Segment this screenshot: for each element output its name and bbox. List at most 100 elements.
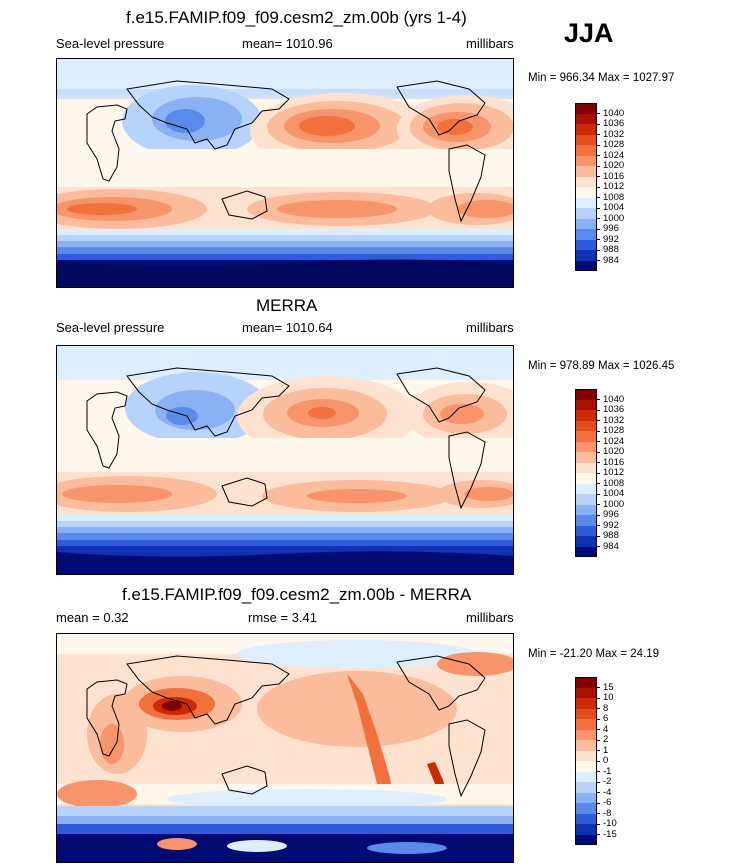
colorbar-tick: [597, 708, 600, 709]
colorbar-label: 1008: [603, 477, 625, 489]
colorbar-label: 1036: [603, 404, 625, 415]
panel-minmax-obs: Min = 978.89 Max = 1026.45: [528, 360, 675, 372]
colorbar-tick: [597, 228, 600, 230]
colorbar-tick: [597, 729, 600, 730]
colorbar-label: -10: [603, 818, 617, 829]
colorbar-tick: [597, 525, 600, 526]
colorbar-label: 1040: [603, 107, 625, 119]
colorbar-label: 10: [603, 692, 614, 703]
colorbar-label: 1012: [603, 467, 625, 478]
colorbar-label: 984: [603, 540, 619, 552]
colorbar-tick: [597, 123, 600, 125]
colorbar-label: 992: [603, 233, 619, 245]
colorbar-tick: [597, 239, 600, 240]
colorbar-tick: [597, 546, 600, 547]
map-model: [56, 58, 514, 288]
colorbar-tick: [597, 472, 600, 474]
colorbar-label: 996: [603, 509, 619, 520]
colorbar-label: 1008: [603, 191, 625, 203]
colorbar-tick: [597, 430, 600, 432]
colorbar-tick: [597, 165, 600, 167]
colorbar-tick: [597, 687, 600, 688]
colorbar-label: 1020: [603, 446, 625, 457]
colorbar-tick: [597, 176, 600, 177]
colorbar-tick: [597, 739, 600, 741]
colorbar-label: -6: [603, 797, 612, 808]
colorbar-label: 984: [603, 254, 619, 266]
colorbar-label: -15: [603, 828, 617, 840]
colorbar-tick: [597, 186, 600, 188]
colorbar-tick: [597, 113, 600, 114]
colorbar-tick: [597, 260, 600, 261]
colorbar-label: 1000: [603, 498, 625, 510]
panel-minmax-diff: Min = -21.20 Max = 24.19: [528, 648, 660, 660]
colorbar-tick: [597, 134, 600, 135]
colorbar-label: -1: [603, 765, 612, 777]
colorbar-tick: [597, 483, 600, 484]
colorbar-label: 1032: [603, 414, 625, 426]
panel-units-diff: millibars: [466, 610, 514, 625]
panel-variable-model: Sea-level pressure: [56, 36, 165, 51]
colorbar-tick: [597, 834, 600, 835]
colorbar-label: 1004: [603, 488, 625, 499]
panel-variable-obs: Sea-level pressure: [56, 320, 165, 335]
colorbar-frame: [575, 389, 597, 557]
colorbar-tick: [597, 420, 600, 421]
panel-mean-diff: mean = 0.32: [56, 610, 129, 625]
colorbar-label: 1024: [603, 435, 625, 447]
colorbar-label: 988: [603, 244, 619, 255]
colorbar-tick: [597, 802, 600, 804]
colorbar-label: -8: [603, 807, 612, 819]
map-model-svg: [57, 59, 513, 287]
colorbar-tick: [597, 409, 600, 411]
colorbar-label: 8: [603, 702, 609, 714]
colorbar-label: -4: [603, 786, 612, 798]
colorbar-tick: [597, 504, 600, 505]
colorbar-label: 1000: [603, 212, 625, 224]
colorbar-tick: [597, 535, 600, 537]
colorbar-label: 1040: [603, 393, 625, 405]
colorbar-tick: [597, 441, 600, 442]
panel-rmse-diff: rmse = 3.41: [248, 610, 318, 625]
colorbar-label: 1028: [603, 425, 625, 436]
panel-units-obs: millibars: [466, 320, 514, 335]
colorbar-label: 1016: [603, 456, 625, 468]
season-label: JJA: [564, 18, 614, 48]
colorbar-tick: [597, 197, 600, 198]
map-obs-svg: [57, 346, 513, 574]
colorbar-label: 1004: [603, 202, 625, 213]
colorbar-label: 1012: [603, 181, 625, 192]
colorbar-tick: [597, 249, 600, 251]
colorbar-label: 988: [603, 530, 619, 541]
colorbar-label: 6: [603, 713, 609, 724]
colorbar-tick: [597, 750, 600, 751]
panel-mean-model: mean= 1010.96: [242, 36, 333, 51]
colorbar-tick: [597, 792, 600, 793]
colorbar-label: 0: [603, 755, 609, 766]
colorbar-tick: [597, 697, 600, 699]
colorbar-tick: [597, 155, 600, 156]
panel-units-model: millibars: [466, 36, 514, 51]
colorbar-label: 1: [603, 744, 609, 756]
colorbar-label: 1032: [603, 128, 625, 140]
colorbar-tick: [597, 813, 600, 814]
colorbar-label: 1036: [603, 118, 625, 129]
colorbar-label: 1028: [603, 139, 625, 150]
colorbar-tick: [597, 781, 600, 783]
colorbar-label: 4: [603, 723, 609, 735]
colorbar-label: 1020: [603, 160, 625, 171]
colorbar-label: 2: [603, 734, 609, 745]
colorbar-tick: [597, 218, 600, 219]
map-obs: [56, 345, 514, 575]
colorbar-tick: [597, 760, 600, 762]
colorbar-frame: [575, 677, 597, 845]
colorbar-tick: [597, 718, 600, 720]
panel-title-model: f.e15.FAMIP.f09_f09.cesm2_zm.00b (yrs 1-…: [126, 8, 467, 27]
colorbar-frame: [575, 103, 597, 271]
colorbar-tick: [597, 451, 600, 453]
colorbar-tick: [597, 771, 600, 772]
colorbar-label: 992: [603, 519, 619, 531]
panel-mean-obs: mean= 1010.64: [242, 320, 333, 335]
colorbar-tick: [597, 493, 600, 495]
map-diff-svg: [57, 634, 513, 862]
